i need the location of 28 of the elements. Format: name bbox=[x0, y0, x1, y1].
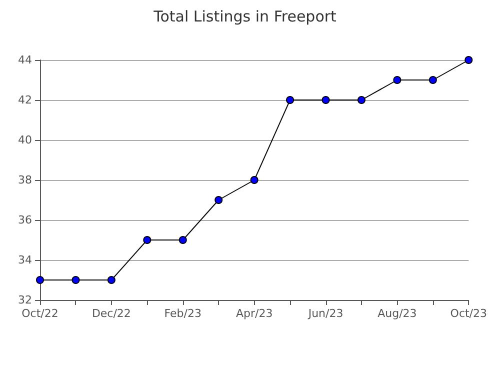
point bbox=[428, 76, 437, 84]
y-tick-label: 40 bbox=[18, 134, 32, 146]
y-tick-label: 42 bbox=[18, 94, 32, 106]
point bbox=[72, 276, 80, 284]
y-tick-label: 44 bbox=[18, 54, 32, 66]
y-tick-label: 34 bbox=[18, 254, 32, 266]
point bbox=[357, 96, 366, 104]
x-tick-label: Oct/22 bbox=[22, 307, 58, 320]
point bbox=[178, 236, 187, 244]
point bbox=[36, 276, 44, 284]
x-tick-label: Feb/23 bbox=[164, 307, 202, 320]
point bbox=[464, 56, 473, 64]
y-tick-label: 38 bbox=[18, 174, 32, 186]
point bbox=[393, 76, 402, 84]
point bbox=[250, 176, 258, 184]
x-tick-label: Dec/22 bbox=[92, 307, 131, 320]
x-tick-label: Jun/23 bbox=[307, 307, 344, 320]
point bbox=[214, 196, 223, 204]
chart-title: Total Listings in Freeport bbox=[152, 8, 337, 26]
y-tick-label: 36 bbox=[18, 214, 32, 226]
point bbox=[143, 236, 152, 244]
point bbox=[322, 96, 330, 104]
point bbox=[107, 276, 116, 284]
y-tick-label: 32 bbox=[18, 294, 32, 306]
point bbox=[286, 96, 294, 104]
x-tick-label: Apr/23 bbox=[236, 307, 273, 320]
x-tick-label: Oct/23 bbox=[450, 307, 488, 320]
x-tick-label: Aug/23 bbox=[378, 307, 417, 320]
